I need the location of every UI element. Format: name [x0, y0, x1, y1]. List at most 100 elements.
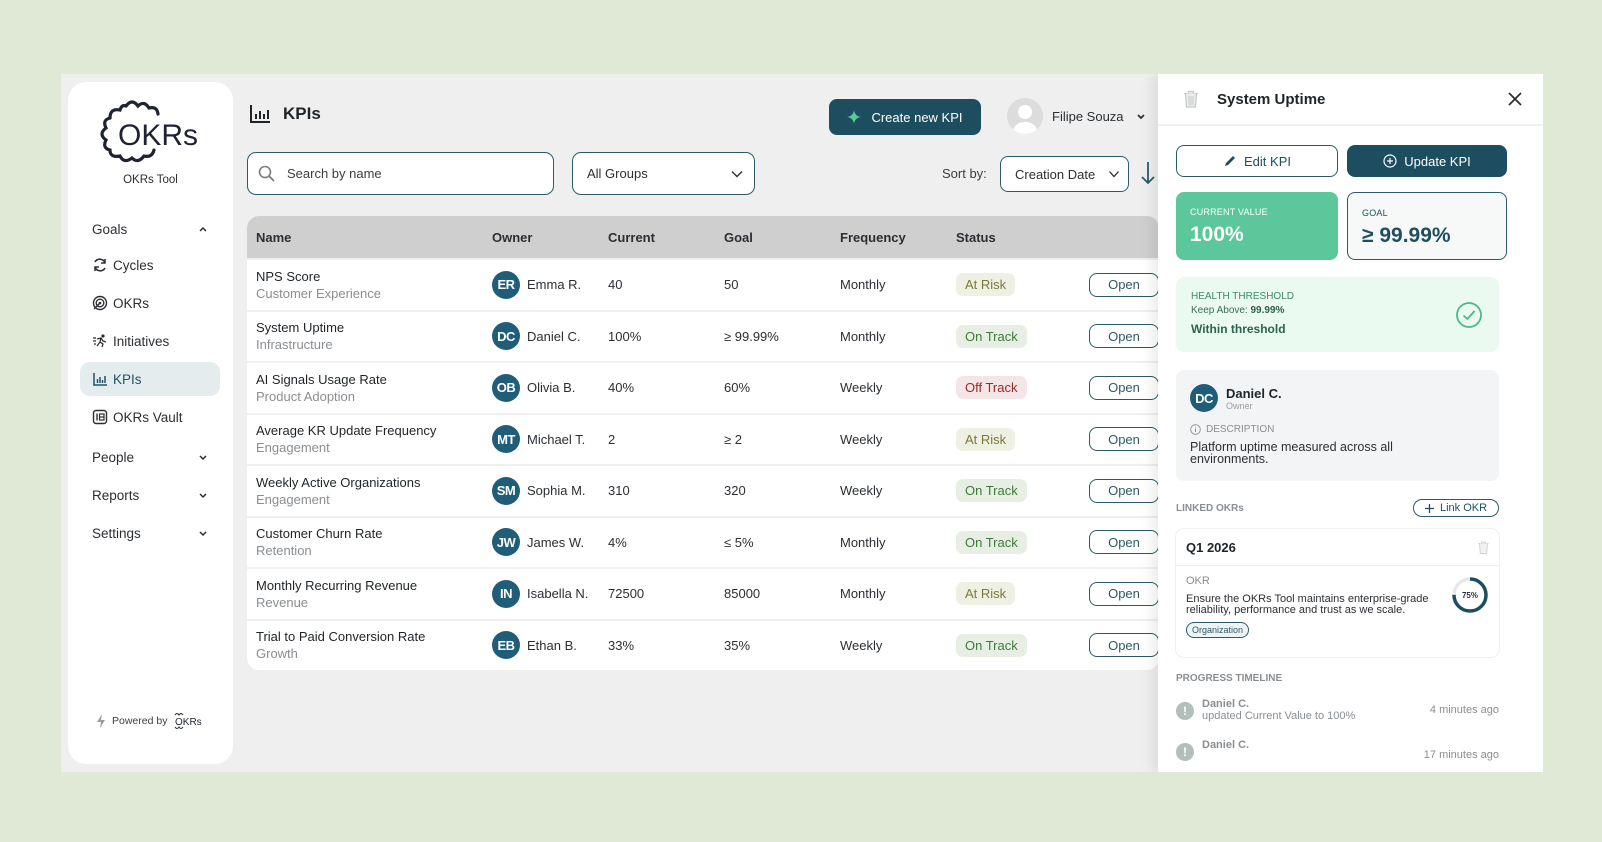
col-owner[interactable]: Owner [492, 229, 533, 245]
link-okr-button[interactable]: Link OKR [1413, 499, 1499, 517]
goal-value: 50 [724, 277, 739, 293]
frequency: Monthly [840, 534, 886, 550]
status-badge: On Track [956, 324, 1027, 348]
sidebar-nav: Goals Cycles OKRs Initiatives KPIs O [80, 210, 220, 552]
chevron-down-icon [199, 531, 207, 537]
trash-icon[interactable] [1478, 541, 1489, 554]
plus-circle-icon [1383, 154, 1397, 168]
table-row[interactable]: Monthly Recurring Revenue Revenue IN Isabe… [247, 567, 1159, 619]
app-window: OKRs OKRs Tool Goals Cycles OKRs Initiat… [61, 74, 1543, 772]
sidebar-item-initiatives[interactable]: Initiatives [80, 324, 220, 358]
okr-tag: Organization [1186, 622, 1250, 638]
owner-name: Emma R. [527, 277, 582, 293]
linked-okr-card[interactable]: Q1 2026 OKR Ensure the OKRs Tool maintai… [1176, 529, 1499, 657]
open-button[interactable]: Open [1089, 530, 1159, 555]
current-value: 72500 [608, 586, 645, 602]
table-row[interactable]: Average KR Update Frequency Engagement MT… [247, 412, 1159, 465]
col-name[interactable]: Name [256, 229, 292, 245]
edit-kpi-button[interactable]: Edit KPI [1176, 145, 1338, 177]
nav-group-settings[interactable]: Settings [80, 514, 220, 552]
sort-direction-arrow-down-icon[interactable] [1140, 160, 1156, 186]
open-button[interactable]: Open [1089, 324, 1159, 349]
open-button[interactable]: Open [1089, 581, 1159, 606]
col-current[interactable]: Current [608, 229, 655, 245]
plus-icon [1424, 503, 1434, 513]
target-icon [92, 295, 108, 311]
open-button[interactable]: Open [1089, 375, 1159, 400]
nav-group-reports[interactable]: Reports [80, 476, 220, 514]
bar-chart-icon [93, 373, 107, 386]
status-badge: At Risk [956, 273, 1016, 297]
owner-avatar: DC [492, 322, 520, 351]
open-button[interactable]: Open [1089, 633, 1159, 658]
col-goal[interactable]: Goal [724, 229, 753, 245]
sort-select[interactable]: Creation Date [1000, 156, 1129, 192]
info-icon [1190, 424, 1201, 435]
kpi-name: Trial to Paid Conversion Rate [256, 629, 426, 645]
owner-avatar: DC [1190, 384, 1218, 412]
owner-avatar: ER [492, 270, 520, 299]
chevron-down-icon [1109, 171, 1119, 178]
kpi-group: Engagement [256, 491, 330, 507]
timeline-item: ! Daniel C. 17 minutes ago [1176, 739, 1499, 761]
goal-value: ≤ 5% [724, 534, 754, 550]
table-row[interactable]: Trial to Paid Conversion Rate Growth EB Et… [247, 618, 1159, 671]
nav-group-people[interactable]: People [80, 438, 220, 476]
kpi-group: Customer Experience [256, 285, 381, 301]
sidebar-item-okrs-vault[interactable]: OKRs Vault [80, 400, 220, 434]
current-value: 40 [608, 277, 623, 293]
col-status[interactable]: Status [956, 229, 996, 245]
status-badge: On Track [956, 530, 1027, 554]
kpi-name: System Uptime [256, 320, 345, 336]
goal-value: ≥ 99.99% [1362, 224, 1451, 247]
okr-cycle: Q1 2026 [1186, 539, 1236, 555]
kpi-description: Platform uptime measured across all envi… [1190, 440, 1393, 466]
open-button[interactable]: Open [1089, 478, 1159, 503]
health-threshold-card: HEALTH THRESHOLD Keep Above: 99.99% With… [1176, 277, 1499, 352]
create-kpi-button[interactable]: Create new KPI [829, 99, 981, 135]
chevron-down-icon [731, 170, 743, 177]
search-input[interactable] [287, 166, 527, 181]
group-filter-select[interactable]: All Groups [572, 152, 755, 195]
owner-name: Daniel C. [527, 328, 581, 344]
powered-by: Powered by OKRs [96, 710, 205, 732]
svg-text:OKRs: OKRs [118, 119, 198, 152]
search-box [247, 152, 554, 195]
current-value: 100% [1190, 223, 1244, 246]
open-button[interactable]: Open [1089, 427, 1159, 452]
open-button[interactable]: Open [1089, 272, 1159, 297]
trash-icon[interactable] [1183, 90, 1199, 108]
table-row[interactable]: Weekly Active Organizations Engagement SM… [247, 464, 1159, 516]
table-row[interactable]: Customer Churn Rate Retention JW James W. … [247, 515, 1159, 568]
owner-name: James W. [527, 534, 585, 550]
frequency: Weekly [840, 431, 883, 447]
okrs-small-logo: OKRs [175, 713, 202, 729]
kpi-group: Growth [256, 646, 298, 662]
table-row[interactable]: AI Signals Usage Rate Product Adoption OB… [247, 361, 1159, 413]
linked-okrs-header: LINKED OKRs Link OKR [1176, 499, 1499, 517]
pencil-icon [1225, 156, 1236, 166]
value-cards: CURRENT VALUE 100% GOAL ≥ 99.99% [1176, 192, 1507, 260]
table-row[interactable]: NPS Score Customer Experience ER Emma R. 4… [247, 258, 1159, 310]
table-row[interactable]: System Uptime Infrastructure DC Daniel C. … [247, 309, 1159, 362]
user-avatar [1007, 98, 1043, 134]
nav-group-goals[interactable]: Goals [80, 210, 220, 248]
page-title: KPIs [249, 104, 321, 124]
frequency: Weekly [840, 483, 883, 499]
col-frequency[interactable]: Frequency [840, 229, 906, 245]
goal-value: ≥ 99.99% [724, 328, 779, 344]
kpi-name: AI Signals Usage Rate [256, 371, 387, 387]
update-kpi-button[interactable]: Update KPI [1347, 145, 1507, 177]
chevron-down-icon [1136, 114, 1145, 120]
runner-icon [93, 334, 107, 348]
goal-value: 85000 [724, 586, 761, 602]
owner-name: Daniel C. [1226, 385, 1282, 401]
table-header: Name Owner Current Goal Frequency Status [247, 216, 1159, 258]
owner-name: Michael T. [527, 431, 586, 447]
sidebar-item-kpis[interactable]: KPIs [80, 362, 220, 396]
sidebar-item-cycles[interactable]: Cycles [80, 248, 220, 282]
user-menu[interactable]: Filipe Souza [1007, 98, 1146, 134]
search-icon [258, 165, 275, 182]
close-icon[interactable] [1507, 91, 1523, 107]
sidebar-item-okrs[interactable]: OKRs [80, 286, 220, 320]
